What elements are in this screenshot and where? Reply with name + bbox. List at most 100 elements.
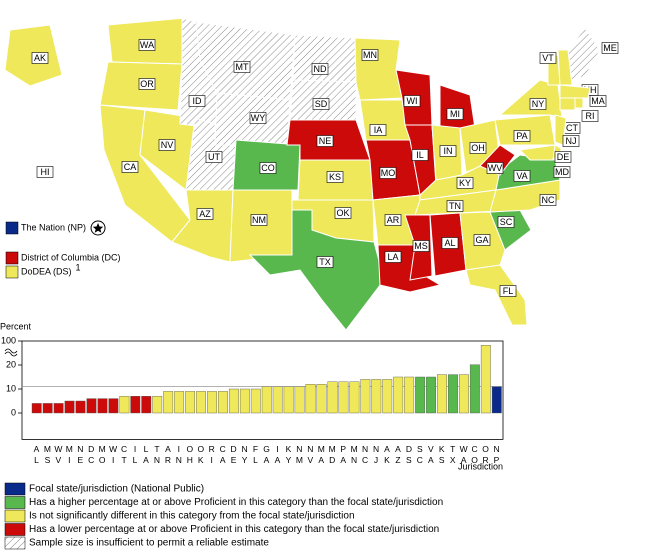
side-legend: The Nation (NP) District of Columbia (DC)… bbox=[5, 220, 121, 279]
legend-swatch bbox=[4, 523, 26, 536]
bar bbox=[163, 391, 174, 414]
state-label: PA bbox=[516, 131, 527, 141]
state-label-box bbox=[311, 63, 329, 75]
state-label: RI bbox=[586, 111, 595, 121]
bar bbox=[152, 396, 163, 414]
bar bbox=[437, 374, 447, 414]
state-label-box bbox=[581, 110, 599, 122]
state-label: AZ bbox=[199, 209, 211, 219]
x-tick-label: MS bbox=[42, 444, 52, 466]
bar bbox=[327, 381, 338, 414]
state-label-box bbox=[439, 145, 457, 157]
x-tick-label: NJ bbox=[371, 444, 381, 466]
state-label-box bbox=[205, 151, 223, 163]
x-tick-label: WI bbox=[108, 444, 118, 466]
plot-frame bbox=[21, 340, 504, 440]
bar bbox=[316, 384, 327, 414]
state-label-box bbox=[316, 135, 334, 147]
legend-swatch bbox=[5, 221, 19, 235]
legend-label: Sample size is insufficient to permit a … bbox=[29, 538, 269, 549]
state-label: CT bbox=[566, 123, 578, 133]
state-label-box bbox=[233, 61, 251, 73]
state-label: VA bbox=[516, 171, 527, 181]
state-label: AL bbox=[444, 238, 455, 248]
bar bbox=[207, 391, 217, 414]
legend-swatch bbox=[4, 509, 26, 523]
state-label: AR bbox=[387, 215, 400, 225]
bar bbox=[371, 379, 382, 414]
state-label-box bbox=[553, 166, 571, 178]
focal-star bbox=[92, 223, 104, 233]
state-label: NE bbox=[319, 136, 332, 146]
x-tick-label: NC bbox=[360, 444, 370, 466]
state-label-box bbox=[36, 166, 54, 178]
state-label-box bbox=[384, 214, 402, 226]
state-label: SD bbox=[315, 99, 328, 109]
state-label-box bbox=[188, 95, 206, 107]
y-tick-label: 100 bbox=[1, 335, 16, 345]
state-label-box bbox=[456, 177, 474, 189]
x-tick-label: SC bbox=[415, 444, 425, 466]
state-label-box bbox=[138, 39, 156, 51]
x-tick-label: FL bbox=[251, 444, 261, 466]
bar bbox=[360, 379, 371, 414]
legend-swatch bbox=[4, 496, 26, 509]
state-label: SC bbox=[500, 217, 513, 227]
state-label-box bbox=[138, 78, 156, 90]
state-label: OR bbox=[140, 79, 154, 89]
legend-swatch bbox=[4, 482, 26, 496]
x-tick-label: NV bbox=[305, 444, 315, 466]
state-label-box bbox=[469, 142, 487, 154]
bar bbox=[415, 376, 426, 414]
state-label: IL bbox=[416, 150, 424, 160]
y-axis-title: Percent bbox=[0, 321, 32, 331]
state-label: TX bbox=[319, 257, 331, 267]
state-label-box bbox=[326, 171, 344, 183]
x-tick-label: AR bbox=[163, 444, 173, 466]
bar bbox=[382, 379, 393, 414]
bar bbox=[53, 403, 64, 414]
state-label: MN bbox=[363, 50, 377, 60]
state-label-box bbox=[411, 149, 429, 161]
state-label: ND bbox=[314, 64, 327, 74]
x-tick-label: NE bbox=[75, 444, 85, 466]
x-tick-label: MI bbox=[64, 444, 74, 466]
state bbox=[354, 37, 403, 101]
x-axis-title: Jurisdiction bbox=[458, 461, 503, 471]
x-tick-label: KS bbox=[437, 444, 447, 466]
state bbox=[559, 97, 576, 111]
bar bbox=[228, 388, 239, 414]
state-label: VT bbox=[542, 53, 554, 63]
state-label: LA bbox=[387, 252, 398, 262]
x-tick-label: NP bbox=[492, 444, 502, 466]
legend-label: District of Columbia (DC) bbox=[21, 252, 121, 262]
state-label: IA bbox=[374, 125, 383, 135]
state-label: MO bbox=[381, 168, 396, 178]
bar bbox=[196, 391, 206, 414]
x-tick-label: IL bbox=[130, 444, 140, 466]
legend-label: Has a higher percentage at or above Prof… bbox=[29, 497, 443, 508]
x-tick-label: MD bbox=[327, 444, 337, 466]
state-label-box bbox=[499, 285, 517, 297]
bar bbox=[130, 396, 141, 414]
x-tick-label: TN bbox=[152, 444, 162, 466]
x-tick-label: TX bbox=[448, 444, 458, 466]
state-label-box bbox=[316, 256, 334, 268]
state-label: WY bbox=[251, 113, 266, 123]
legend-label: Is not significantly different in this c… bbox=[29, 511, 355, 522]
bar bbox=[349, 381, 360, 414]
state bbox=[567, 27, 601, 83]
state bbox=[229, 189, 293, 263]
state bbox=[574, 97, 584, 109]
state-label-box bbox=[369, 124, 387, 136]
bar bbox=[404, 376, 415, 414]
x-tick-label: RI bbox=[207, 444, 217, 466]
x-tick-label: OH bbox=[185, 444, 195, 466]
bar bbox=[239, 388, 250, 414]
x-tick-label: NY bbox=[240, 444, 250, 466]
bar bbox=[174, 391, 185, 414]
x-tick-label: CT bbox=[119, 444, 129, 466]
state-label-box bbox=[601, 42, 619, 54]
bar bbox=[491, 386, 502, 414]
